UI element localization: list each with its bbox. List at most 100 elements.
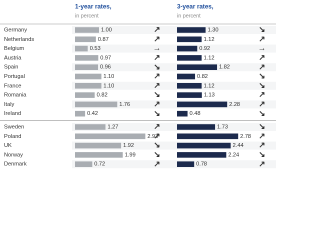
row-band — [72, 160, 276, 169]
country-label: UK — [4, 143, 12, 149]
trend-arrow: ↗ — [259, 53, 266, 62]
value-label: 0.96 — [100, 65, 111, 71]
country-label: France — [4, 83, 21, 89]
header-subtitle: in percent — [177, 13, 201, 19]
bar — [177, 152, 227, 158]
trend-arrow: ↘ — [259, 81, 266, 90]
trend-arrow: ↘ — [259, 122, 266, 131]
value-label: 2.24 — [228, 152, 239, 158]
trend-arrow: ↘ — [259, 109, 266, 118]
value-label: 1.10 — [103, 83, 114, 89]
trend-arrow: ↗ — [259, 34, 266, 43]
value-label: 1.82 — [219, 65, 230, 71]
value-label: 1.12 — [204, 55, 215, 61]
row-band — [72, 81, 276, 90]
value-label: 1.00 — [101, 27, 112, 33]
value-label: 1.92 — [123, 143, 134, 149]
trend-arrow: ↗ — [259, 159, 266, 168]
country-label: Netherlands — [4, 37, 34, 43]
bar — [75, 45, 88, 52]
trend-arrow: ↘ — [154, 109, 161, 118]
country-label: Spain — [4, 65, 18, 71]
value-label: 2.28 — [229, 102, 240, 108]
trend-arrow: ↘ — [154, 150, 161, 159]
row-band — [72, 72, 276, 81]
bar — [75, 142, 122, 149]
trend-arrow: ↘ — [154, 141, 161, 150]
row-band — [72, 132, 276, 141]
country-label: Sweden — [4, 124, 24, 130]
value-label: 0.87 — [98, 37, 109, 43]
value-label: 0.82 — [97, 93, 108, 99]
trend-arrow: ↘ — [154, 62, 161, 71]
bar — [75, 27, 99, 33]
bar — [177, 124, 216, 130]
bar — [75, 55, 99, 61]
trend-arrow: ↗ — [259, 100, 266, 109]
country-label: Italy — [4, 102, 14, 108]
country-label: Poland — [4, 134, 21, 140]
trend-arrow: ↗ — [154, 53, 161, 62]
rates-chart: 1-year rates, in percent 3-year rates, in p… — [0, 4, 276, 169]
header-title: 3-year rates, — [177, 4, 214, 11]
value-label: 2.44 — [233, 143, 244, 149]
country-label: Germany — [4, 27, 27, 33]
trend-arrow: ↗ — [154, 122, 161, 131]
value-label: 2.93 — [147, 134, 158, 140]
country-label: Norway — [4, 152, 23, 158]
trend-arrow: ↘ — [259, 25, 266, 34]
value-label: 0.92 — [199, 46, 210, 52]
bar — [177, 133, 239, 140]
trend-arrow: ↗ — [154, 72, 161, 81]
bar — [177, 161, 195, 167]
value-label: 0.48 — [190, 111, 201, 117]
country-label: Belgium — [4, 46, 25, 52]
trend-arrow: ↗ — [154, 159, 161, 168]
bar — [75, 73, 102, 80]
row-band — [72, 91, 276, 100]
row-band — [72, 63, 276, 72]
trend-arrow: ↗ — [259, 62, 266, 71]
bar — [75, 152, 123, 158]
trend-arrow: ↘ — [259, 72, 266, 81]
country-label: Romania — [4, 93, 27, 99]
bar — [177, 142, 231, 149]
row-band — [72, 26, 276, 34]
trend-arrow: ↗ — [154, 34, 161, 43]
bar — [177, 55, 202, 61]
bar — [75, 133, 146, 140]
value-label: 1.73 — [217, 124, 228, 130]
value-label: 0.97 — [100, 55, 111, 61]
value-label: 1.13 — [204, 93, 215, 99]
bar — [177, 45, 198, 52]
bar — [177, 36, 202, 43]
header-subtitle: in percent — [75, 13, 99, 19]
value-label: 1.10 — [103, 74, 114, 80]
trend-arrow: ↘ — [154, 90, 161, 99]
country-label: Denmark — [4, 162, 27, 168]
value-label: 0.42 — [87, 111, 98, 117]
value-label: 1.12 — [204, 83, 215, 89]
header-title: 1-year rates, — [75, 4, 112, 11]
value-label: 2.78 — [240, 134, 251, 140]
trend-arrow: → — [258, 44, 266, 53]
bar — [177, 110, 188, 117]
country-label: Portugal — [4, 74, 25, 80]
bar — [177, 64, 218, 70]
bar — [75, 101, 118, 108]
row-band — [72, 109, 276, 118]
trend-arrow: ↗ — [259, 90, 266, 99]
row-band — [72, 35, 276, 44]
trend-arrow: → — [153, 44, 161, 53]
bar — [177, 92, 202, 98]
bar — [177, 83, 202, 89]
bar — [75, 124, 106, 130]
value-label: 0.53 — [90, 46, 101, 52]
value-label: 1.12 — [204, 37, 215, 43]
bar — [75, 83, 102, 89]
bar — [177, 101, 228, 108]
value-label: 0.82 — [197, 74, 208, 80]
bar — [75, 92, 95, 98]
country-label: Austria — [4, 55, 22, 61]
bar — [75, 36, 96, 43]
